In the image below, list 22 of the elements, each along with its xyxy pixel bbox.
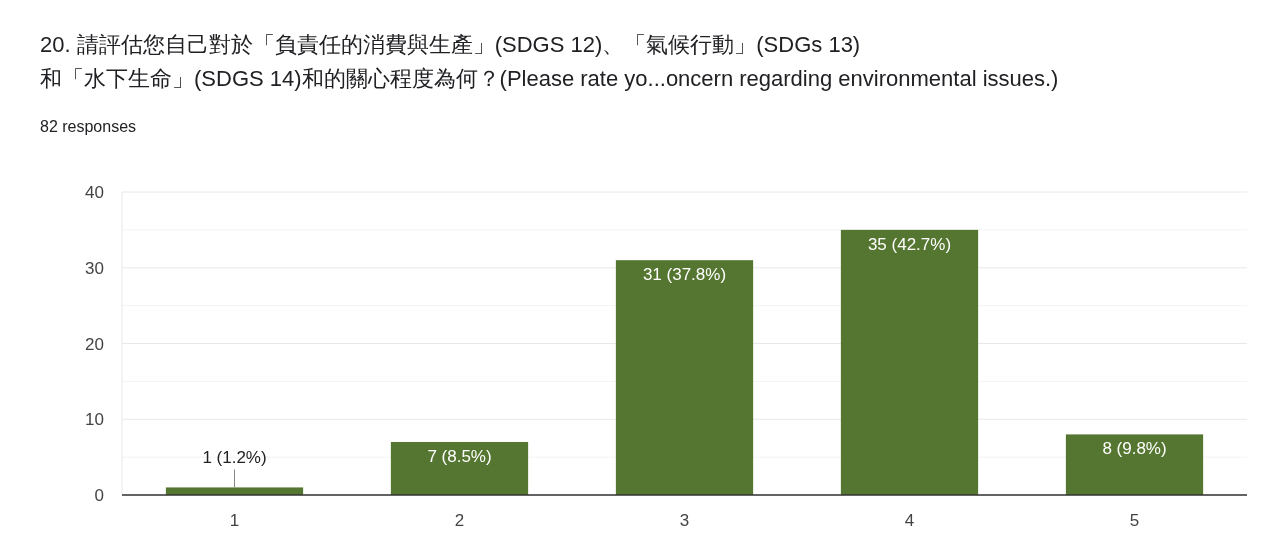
x-tick-label: 3: [679, 511, 690, 530]
bar: [840, 229, 979, 495]
data-label: 35 (42.7%): [867, 234, 952, 254]
title: 20. 請評估您自己對於「負責任的消費與生產」(SDGS 12)、「氣候行動」(SDGs 13) 和「水下生命」(SDGS 14)和的關心程度為何？(Please rate yo...oncern regarding environmental issues.): [40, 32, 1059, 91]
y-tick-label: 0: [94, 486, 104, 505]
data-label: 8 (9.8%): [1102, 439, 1167, 459]
bar: [615, 260, 754, 495]
y-tick-label: 10: [85, 410, 104, 430]
chart-subtitle: 82 responses: [40, 118, 137, 135]
data-label: 1 (1.2%): [202, 448, 267, 468]
y-tick-label: 40: [85, 183, 104, 202]
bar: [390, 441, 529, 495]
bar: [165, 487, 304, 495]
bar: [1065, 434, 1204, 495]
data-label: 31 (37.8%): [642, 265, 727, 285]
x-tick-label: 5: [1129, 511, 1140, 530]
x-tick-label: 2: [454, 511, 465, 530]
x-tick-label: 1: [229, 511, 240, 530]
y-tick-label: 20: [85, 334, 104, 354]
data-label: 7 (8.5%): [427, 446, 492, 466]
y-tick-label: 30: [85, 258, 104, 278]
x-tick-label: 4: [904, 511, 915, 530]
